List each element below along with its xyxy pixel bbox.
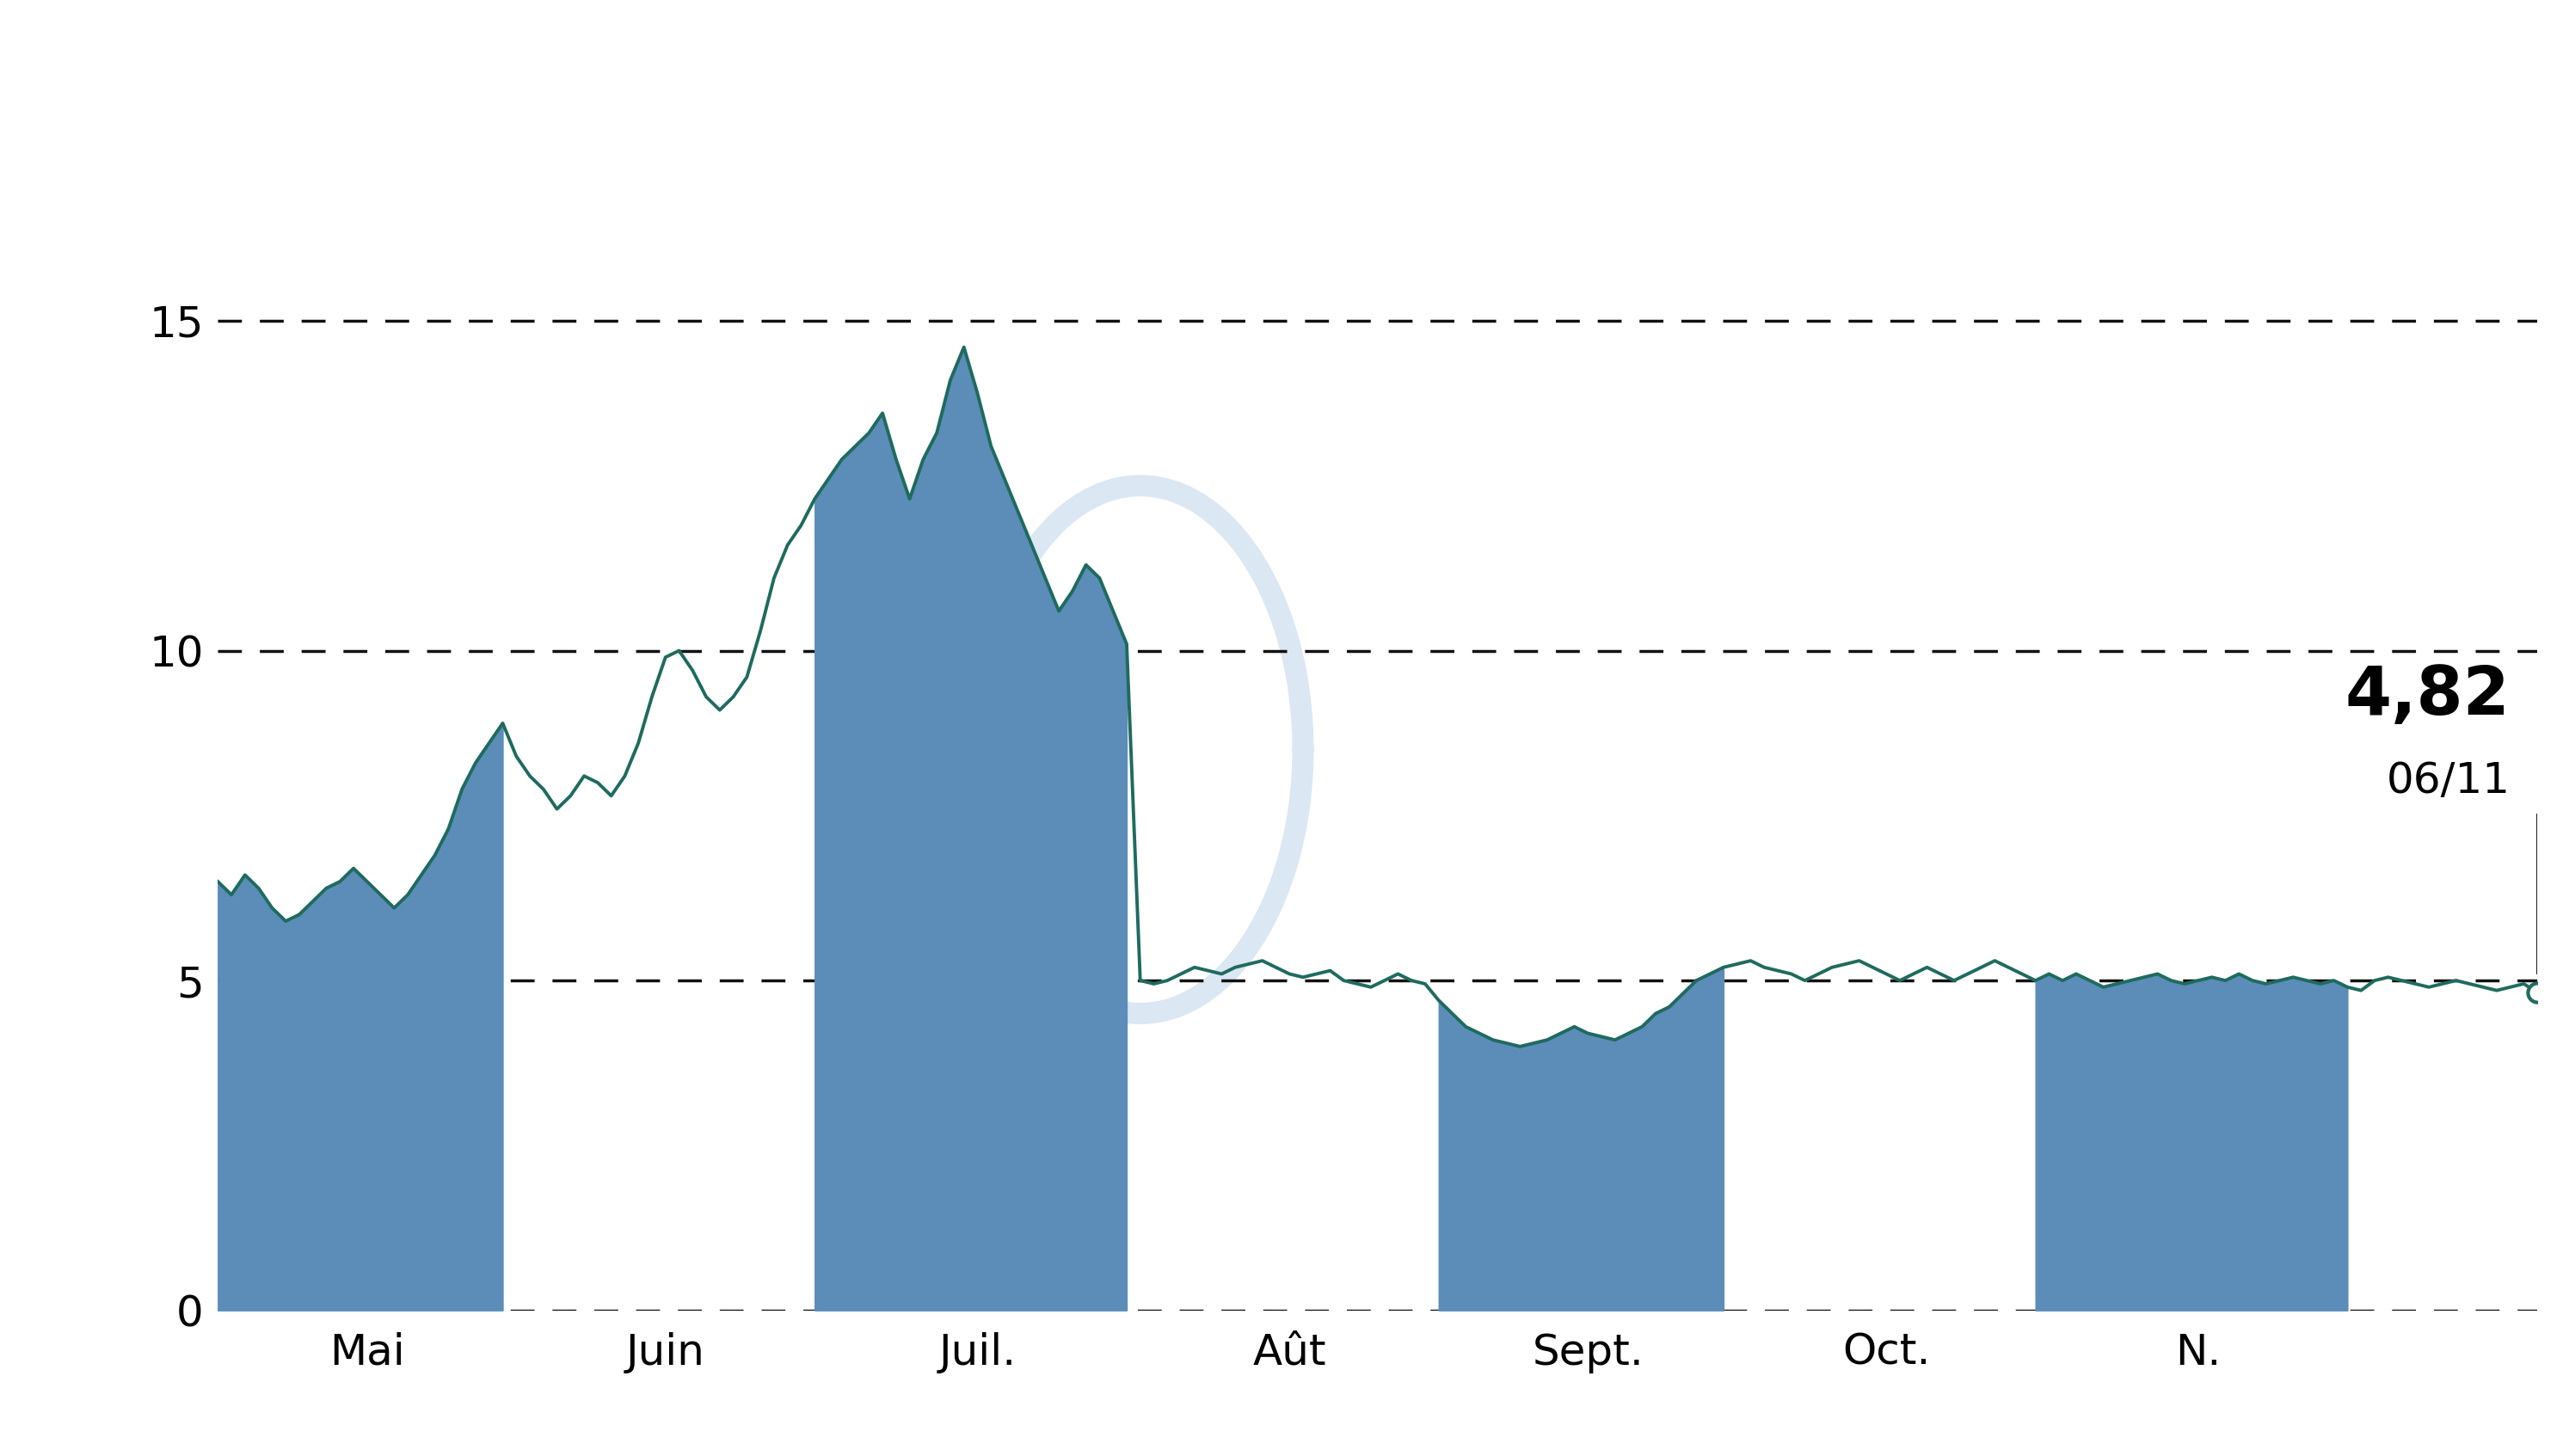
Text: 06/11: 06/11 — [2386, 760, 2509, 802]
Text: 4,82: 4,82 — [2345, 662, 2509, 728]
Text: Jumia Technologies AG: Jumia Technologies AG — [733, 35, 1830, 118]
